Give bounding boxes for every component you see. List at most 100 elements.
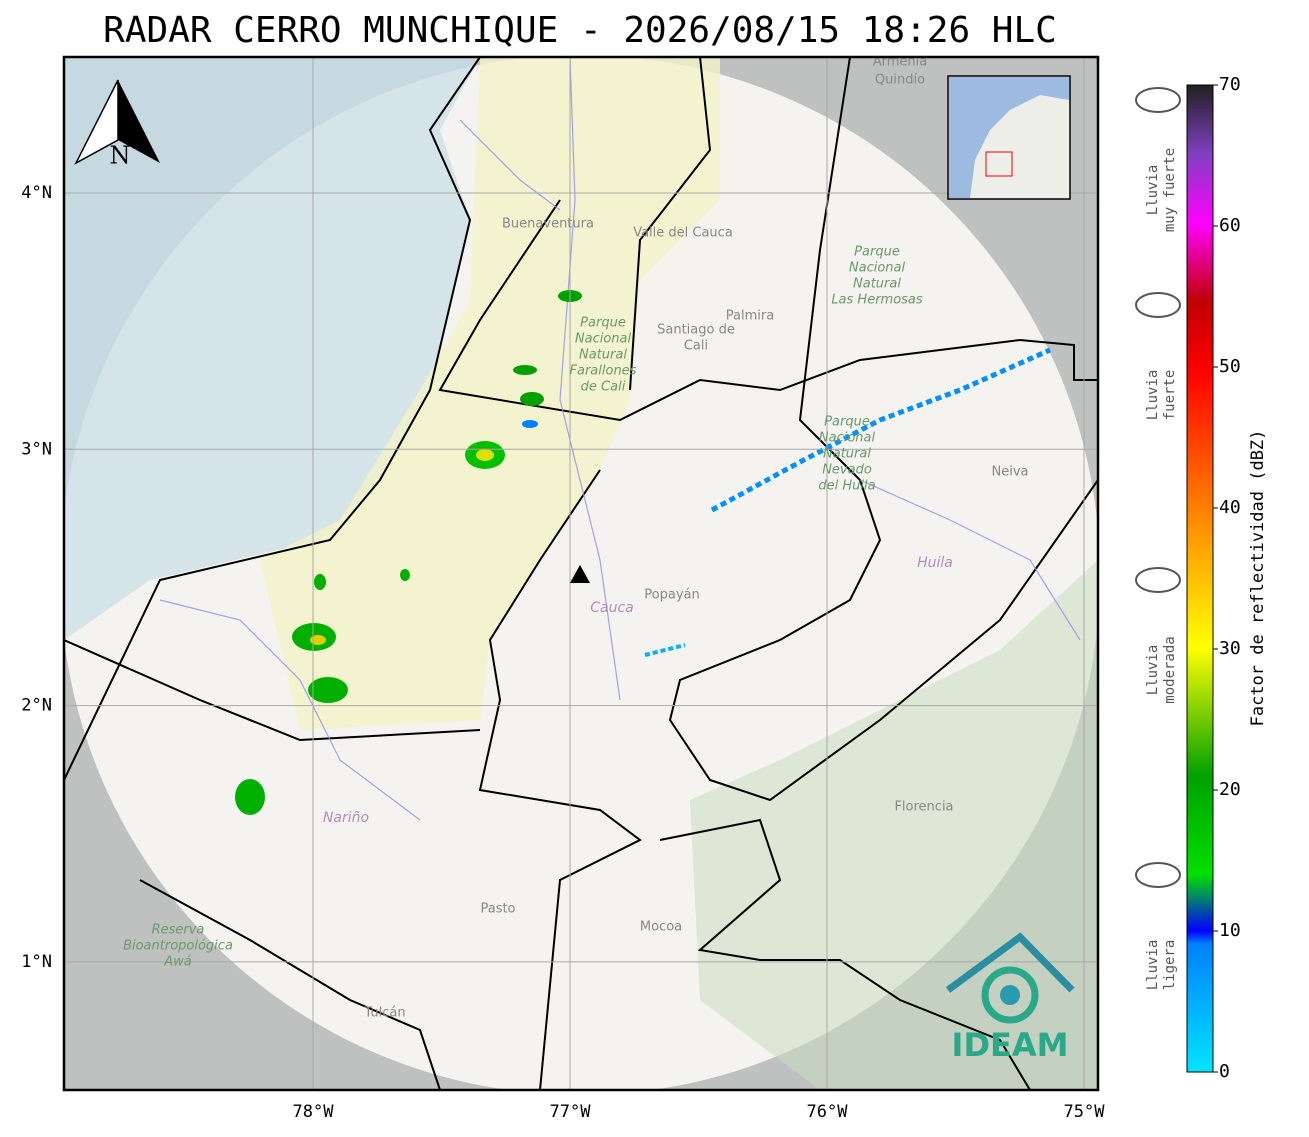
- place-label: Natural: [579, 348, 627, 363]
- colorbar-tick-label: 50: [1219, 356, 1241, 377]
- colorbar-tick-label: 70: [1219, 74, 1241, 95]
- rain-label: Lluvia: [1145, 645, 1161, 696]
- lon-tick-label: 75°W: [1064, 1102, 1106, 1122]
- radar-echoes: [235, 290, 1052, 815]
- lat-tick-label: 2°N: [21, 696, 52, 716]
- title: RADAR CERRO MUNCHIQUE - 2026/08/15 18:26…: [103, 10, 1057, 51]
- place-label: Palmira: [726, 309, 774, 324]
- colorbar-tick-label: 60: [1219, 215, 1241, 236]
- place-label: Parque: [824, 415, 870, 430]
- place-label: Natural: [823, 447, 871, 462]
- echo: [400, 569, 410, 581]
- colorbar-tick-label: 30: [1219, 638, 1241, 659]
- place-label: Las Hermosas: [831, 293, 923, 308]
- inset-map: [947, 75, 1071, 200]
- rain-label: ligera: [1162, 940, 1178, 991]
- rain-label: Lluvia: [1145, 370, 1161, 421]
- place-label: Popayán: [644, 588, 699, 603]
- place-label: Quindío: [875, 73, 925, 88]
- rain-label: muy fuerte: [1162, 148, 1178, 232]
- place-label: Santiago de: [657, 323, 735, 338]
- rain-icon: [1135, 292, 1181, 318]
- lat-tick-label: 3°N: [21, 439, 52, 459]
- place-label: Valle del Cauca: [633, 226, 733, 241]
- logo-roof: [945, 932, 1075, 993]
- place-label: Nacional: [575, 332, 632, 347]
- echo: [520, 392, 544, 406]
- place-label: Tulcán: [363, 1006, 405, 1021]
- axes: 4°N 3°N 2°N 1°N 78°W 77°W 76°W 75°W: [21, 183, 1105, 1122]
- echo-line: [644, 643, 686, 657]
- logo-pupil: [1000, 985, 1020, 1005]
- lon-tick-label: 76°W: [807, 1102, 849, 1122]
- lat-tick-label: 4°N: [21, 183, 52, 203]
- place-label: Natural: [853, 277, 901, 292]
- lon-tick-label: 77°W: [550, 1102, 592, 1122]
- rain-label: Lluvia: [1145, 940, 1161, 991]
- rivers: [159, 57, 1081, 821]
- logo-eye: [981, 966, 1039, 1024]
- sea-overlay: [64, 57, 480, 640]
- echo: [235, 779, 265, 815]
- inset-extent: [985, 151, 1013, 177]
- echo: [314, 574, 326, 590]
- place-label: Nevado: [822, 463, 872, 478]
- rain-label: fuerte: [1162, 370, 1178, 421]
- place-label: Cauca: [590, 600, 634, 616]
- colorbar-tick-label: 0: [1219, 1061, 1230, 1082]
- lat-tick-label: 1°N: [21, 952, 52, 972]
- place-label: Reserva: [152, 923, 205, 938]
- graticule: [64, 57, 1098, 1090]
- colorbar-tick-label: 10: [1219, 920, 1241, 941]
- rain-label: moderada: [1162, 636, 1178, 703]
- place-label: Florencia: [894, 800, 953, 815]
- map-frame: [62, 55, 1100, 1092]
- place-label: del Huila: [818, 479, 875, 494]
- place-label: Nacional: [819, 431, 876, 446]
- place-label: Awá: [163, 955, 192, 970]
- colorbar-tick-label: 40: [1219, 497, 1241, 518]
- rain-label: Lluvia: [1145, 165, 1161, 216]
- basin: [260, 57, 720, 730]
- map: Buenaventura Valle del Cauca PalmiraSantia…: [64, 55, 1098, 1090]
- place-label: Parque: [854, 245, 900, 260]
- echo: [513, 365, 537, 375]
- place-label: de Cali: [581, 380, 626, 395]
- place-label: Bioantropológica: [123, 939, 233, 954]
- place-label: Armenia: [873, 55, 928, 70]
- place-label: Cali: [684, 339, 708, 354]
- rain-icon: [1135, 567, 1181, 593]
- place-label: Nariño: [323, 810, 369, 826]
- place-label: Farallones: [570, 364, 637, 379]
- place-label: Mocoa: [640, 920, 682, 935]
- logo-text: IDEAM: [952, 1026, 1069, 1064]
- colorbar-tick-label: 20: [1219, 779, 1241, 800]
- echo: [310, 635, 326, 645]
- echo: [522, 420, 538, 428]
- borders: [64, 57, 1098, 1090]
- colorbar-ticks: 0 10 20 30 40 50 60 70: [1213, 74, 1241, 1082]
- inset-sea: [949, 77, 1069, 198]
- place-label: Buenaventura: [502, 217, 594, 232]
- place-label: Pasto: [480, 902, 515, 917]
- place-label: Parque: [580, 316, 626, 331]
- echo: [308, 677, 348, 703]
- place-label: Nacional: [849, 261, 906, 276]
- colorbar-label: Factor de reflectividad (dBZ): [1248, 430, 1268, 727]
- colorbar: [1186, 84, 1214, 1073]
- place-labels: Buenaventura Valle del Cauca PalmiraSantia…: [123, 55, 1029, 1021]
- north-arrow: N: [74, 79, 160, 170]
- echo: [476, 449, 494, 461]
- north-label: N: [110, 142, 131, 170]
- north-arrow-right: [118, 80, 160, 163]
- echo-line: [710, 347, 1052, 513]
- rain-icon: [1135, 87, 1181, 113]
- radar-site: [570, 565, 590, 583]
- logo: IDEAM: [945, 932, 1075, 1064]
- rain-icon: [1135, 862, 1181, 888]
- lon-tick-label: 78°W: [293, 1102, 335, 1122]
- place-label: Neiva: [992, 465, 1029, 480]
- place-label: Huila: [917, 555, 953, 571]
